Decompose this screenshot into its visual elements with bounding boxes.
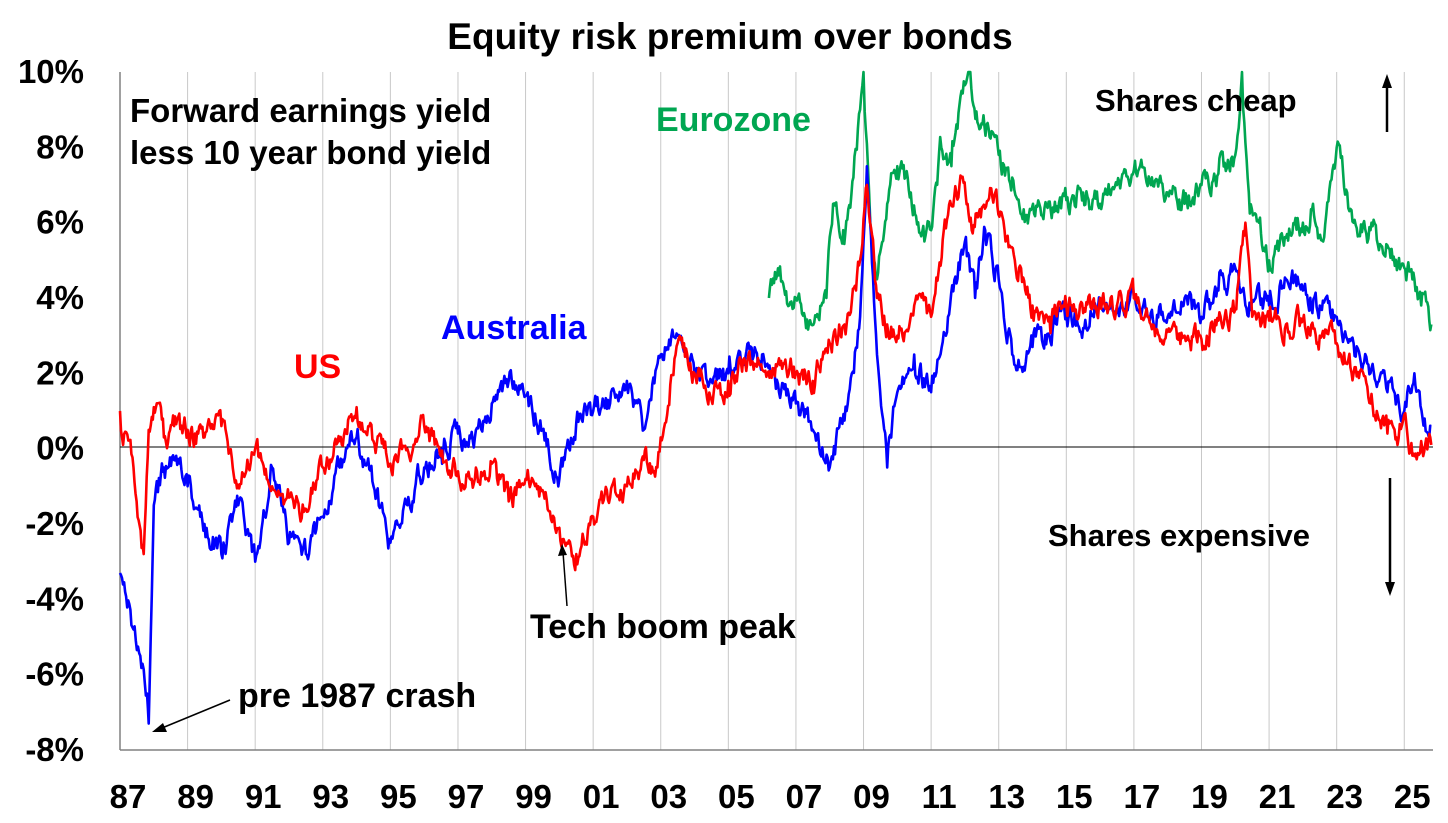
eurozone-label: Eurozone bbox=[656, 101, 811, 139]
shares-cheap-label: Shares cheap bbox=[1095, 83, 1297, 118]
chart-title: Equity risk premium over bonds bbox=[447, 16, 1012, 57]
y-tick-label: -2% bbox=[25, 505, 84, 542]
x-tick-label: 99 bbox=[515, 778, 552, 815]
us-label: US bbox=[294, 348, 341, 386]
x-tick-label: 17 bbox=[1124, 778, 1161, 815]
shares-expensive-arrowhead-icon bbox=[1385, 582, 1395, 596]
x-tick-label: 11 bbox=[922, 778, 957, 815]
x-tick-label: 87 bbox=[110, 778, 147, 815]
y-tick-label: -8% bbox=[25, 731, 84, 768]
pre-crash-label: pre 1987 crash bbox=[238, 677, 476, 715]
y-tick-label: 0% bbox=[36, 430, 84, 467]
series-line-australia bbox=[118, 164, 1432, 725]
x-tick-label: 01 bbox=[583, 778, 620, 815]
tech-boom-label: Tech boom peak bbox=[530, 608, 796, 646]
series-line-eurozone bbox=[767, 70, 1433, 332]
x-tick-label: 07 bbox=[786, 778, 823, 815]
pre-crash-arrow-icon bbox=[161, 699, 231, 729]
x-tick-label: 15 bbox=[1056, 778, 1093, 815]
australia-label: Australia bbox=[441, 309, 588, 347]
plot-area bbox=[118, 70, 1433, 751]
series-lines bbox=[118, 70, 1433, 725]
y-tick-label: -4% bbox=[25, 580, 84, 617]
x-tick-label: 19 bbox=[1191, 778, 1228, 815]
x-tick-label: 05 bbox=[718, 778, 755, 815]
y-tick-label: 4% bbox=[36, 279, 84, 316]
x-axis-tick-labels: 87 89 91 93 95 97 99 01 03 05 07 09 11 13 15 17 19 21 23 25 bbox=[110, 778, 1431, 815]
shares-cheap-arrowhead-icon bbox=[1382, 74, 1392, 88]
y-tick-label: 6% bbox=[36, 204, 84, 241]
x-tick-label: 03 bbox=[650, 778, 687, 815]
x-tick-label: 93 bbox=[312, 778, 349, 815]
series-line-us bbox=[118, 174, 1433, 572]
x-tick-label: 13 bbox=[988, 778, 1025, 815]
x-tick-label: 23 bbox=[1326, 778, 1363, 815]
x-tick-label: 95 bbox=[380, 778, 417, 815]
subtitle-line-2: less 10 year bond yield bbox=[130, 134, 491, 171]
x-tick-label: 89 bbox=[177, 778, 214, 815]
tech-boom-arrow-icon bbox=[562, 551, 568, 607]
x-tick-label: 09 bbox=[853, 778, 890, 815]
tech-boom-arrowhead-icon bbox=[558, 544, 567, 556]
y-tick-label: 2% bbox=[36, 354, 84, 391]
y-axis-tick-labels: -8% -6% -4% -2% 0% 2% 4% 6% 8% 10% bbox=[18, 53, 84, 768]
x-tick-label: 97 bbox=[448, 778, 485, 815]
vertical-gridlines bbox=[187, 72, 1405, 750]
y-tick-label: 8% bbox=[36, 128, 84, 165]
x-tick-label: 25 bbox=[1394, 778, 1431, 815]
x-tick-label: 91 bbox=[245, 778, 282, 815]
y-tick-label: -6% bbox=[25, 656, 84, 693]
x-tick-label: 21 bbox=[1259, 778, 1296, 815]
shares-expensive-label: Shares expensive bbox=[1048, 518, 1310, 553]
y-tick-label: 10% bbox=[18, 53, 84, 90]
pre-crash-arrowhead-icon bbox=[152, 723, 167, 732]
subtitle-line-1: Forward earnings yield bbox=[130, 92, 491, 129]
